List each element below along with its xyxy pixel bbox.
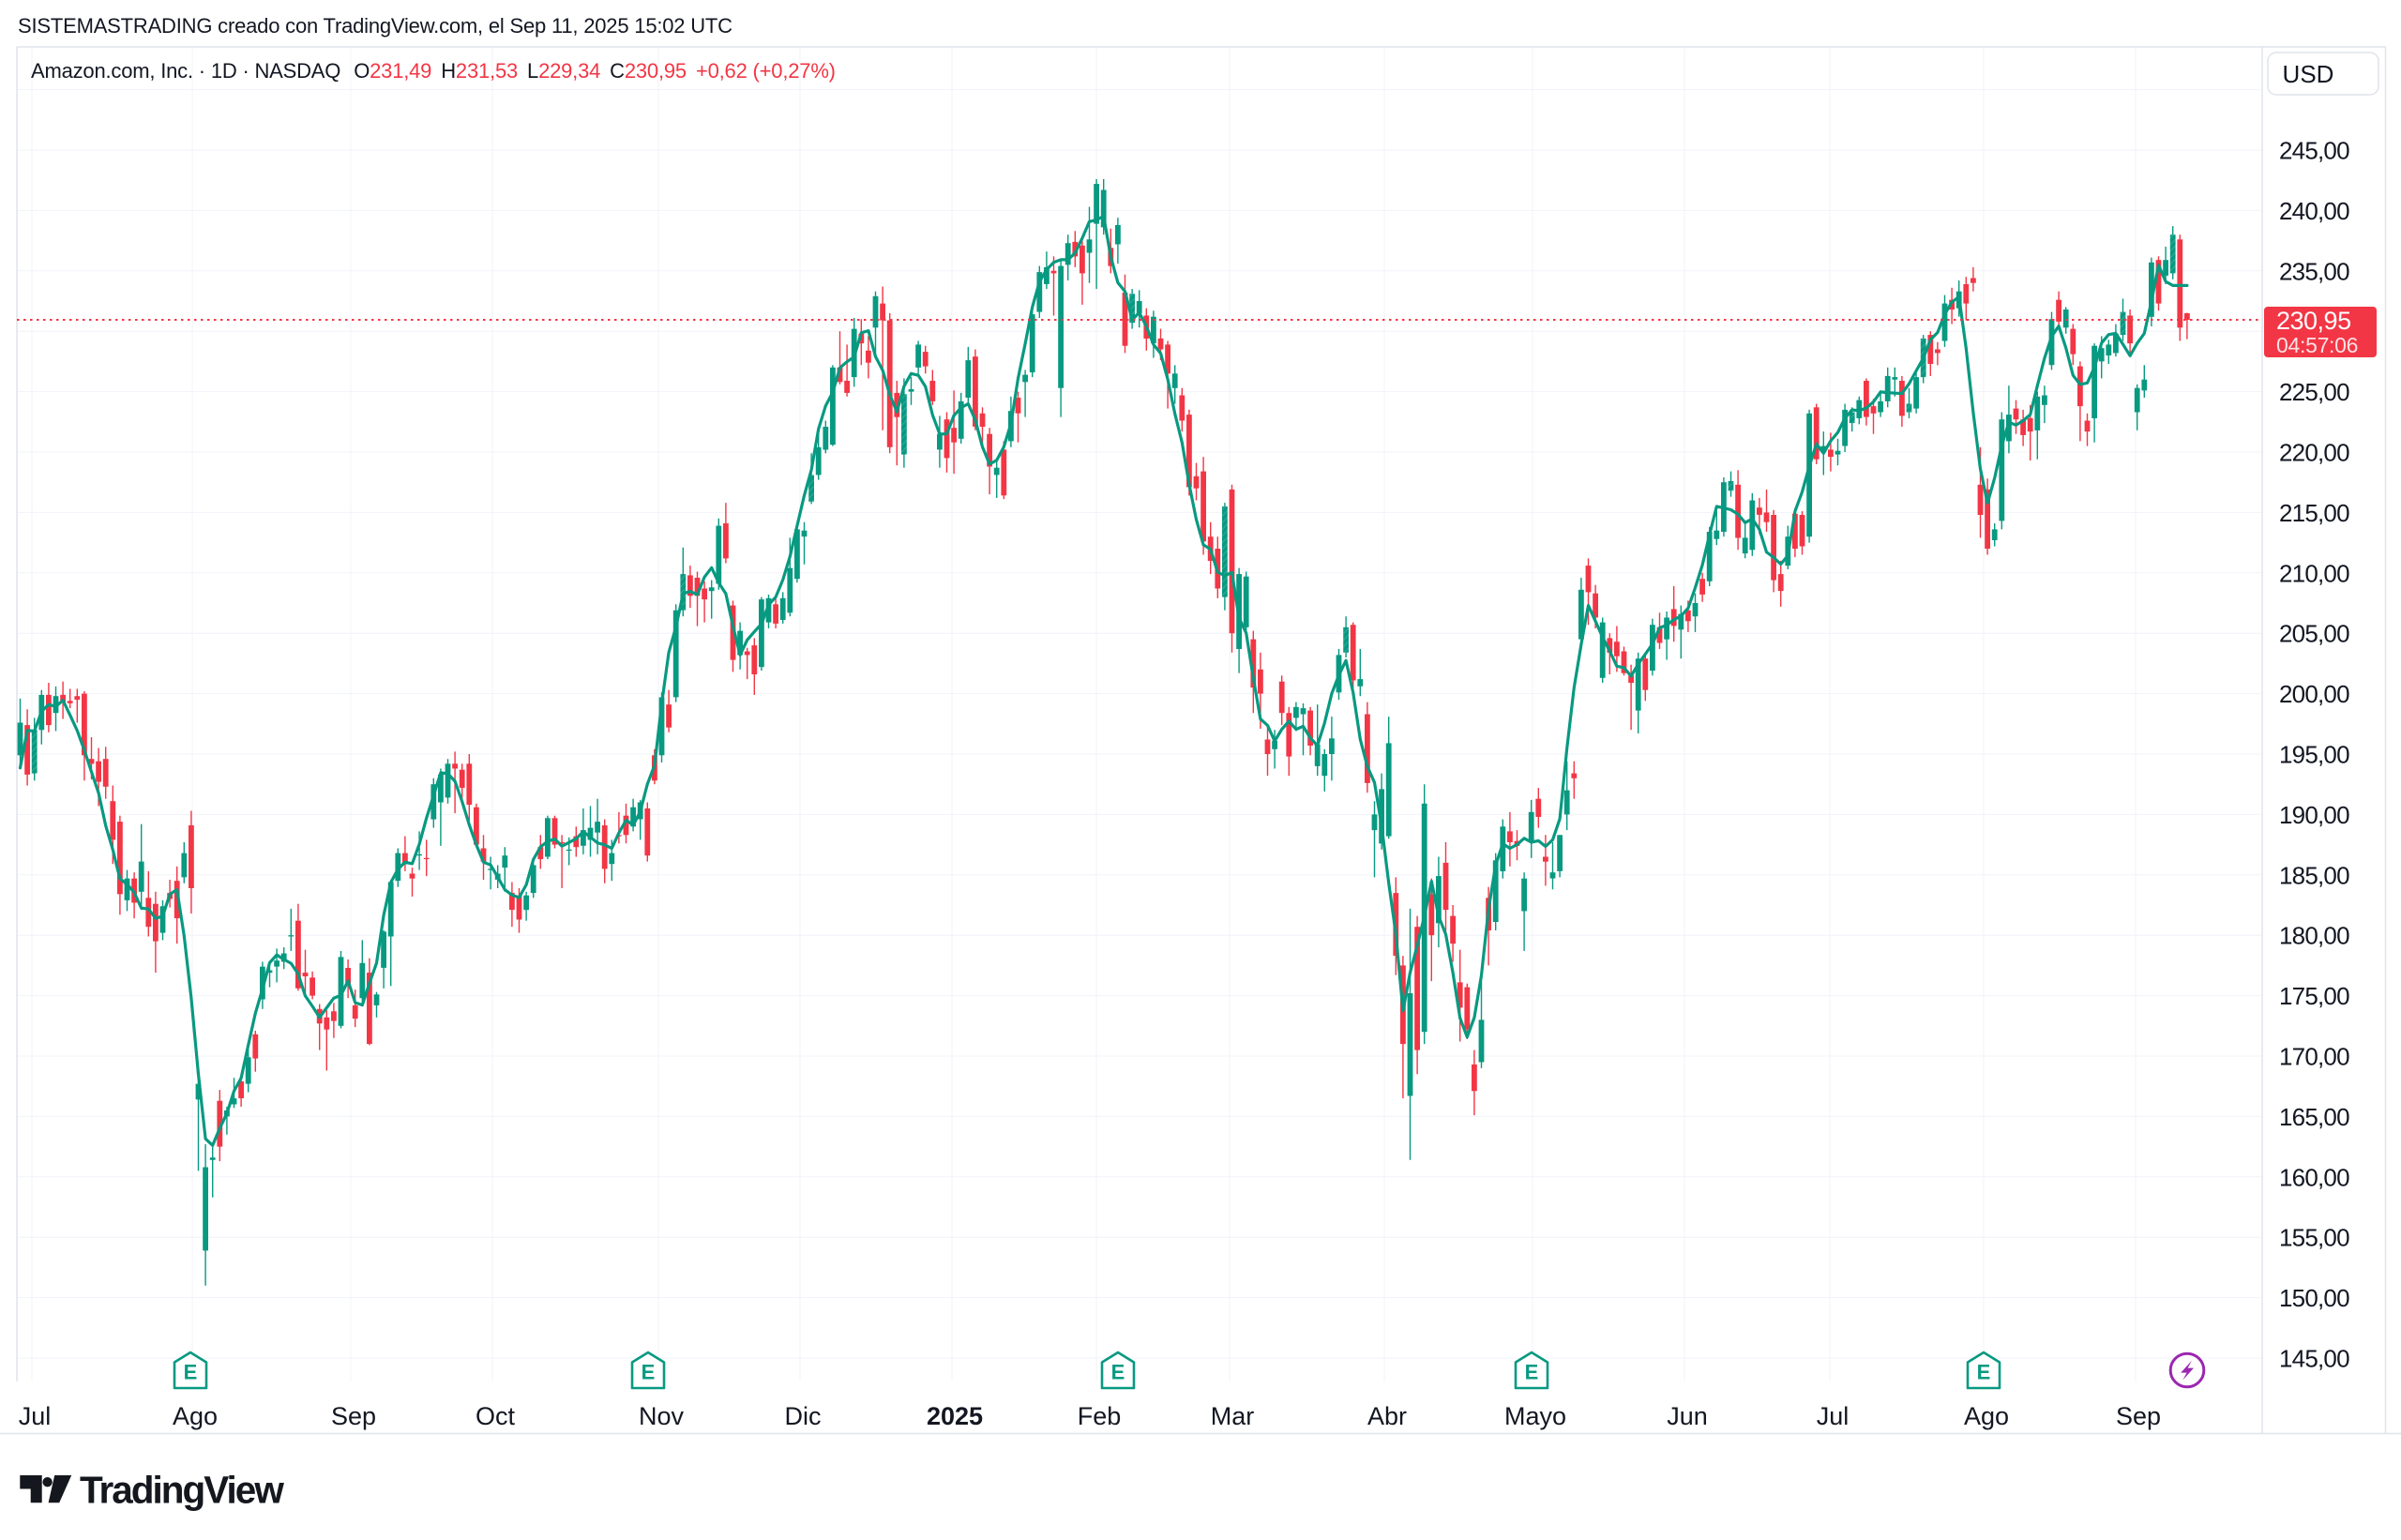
svg-text:Mayo: Mayo [1504,1402,1566,1430]
svg-text:Oct: Oct [476,1402,516,1430]
svg-text:E: E [184,1361,198,1384]
svg-text:240,00: 240,00 [2279,197,2349,225]
svg-text:Mar: Mar [1211,1402,1255,1430]
svg-text:Ago: Ago [173,1402,218,1430]
svg-text:230,95: 230,95 [2276,307,2351,335]
svg-text:04:57:06: 04:57:06 [2276,333,2358,357]
svg-text:Jul: Jul [19,1402,52,1430]
svg-text:205,00: 205,00 [2279,620,2349,648]
svg-text:Jul: Jul [1817,1402,1850,1430]
svg-text:E: E [1977,1361,1991,1384]
svg-text:Feb: Feb [1078,1402,1122,1430]
svg-text:160,00: 160,00 [2279,1163,2349,1191]
svg-text:175,00: 175,00 [2279,982,2349,1010]
svg-text:Dic: Dic [785,1402,822,1430]
svg-text:220,00: 220,00 [2279,439,2349,467]
svg-text:245,00: 245,00 [2279,137,2349,165]
svg-text:190,00: 190,00 [2279,801,2349,829]
svg-text:Sep: Sep [2116,1402,2161,1430]
svg-text:E: E [642,1361,656,1384]
svg-text:210,00: 210,00 [2279,559,2349,587]
svg-text:SISTEMASTRADING creado con Tra: SISTEMASTRADING creado con TradingView.c… [18,14,732,38]
svg-text:215,00: 215,00 [2279,499,2349,527]
svg-text:Sep: Sep [331,1402,376,1430]
svg-text:Abr: Abr [1367,1402,1407,1430]
svg-text:Ago: Ago [1964,1402,2009,1430]
svg-text:185,00: 185,00 [2279,861,2349,889]
svg-text:2025: 2025 [927,1402,983,1430]
svg-text:225,00: 225,00 [2279,378,2349,406]
svg-text:Jun: Jun [1667,1402,1708,1430]
svg-text:180,00: 180,00 [2279,922,2349,950]
svg-text:200,00: 200,00 [2279,680,2349,708]
svg-text:235,00: 235,00 [2279,257,2349,285]
svg-text:170,00: 170,00 [2279,1043,2349,1071]
svg-text:145,00: 145,00 [2279,1345,2349,1373]
svg-text:Nov: Nov [639,1402,685,1430]
svg-text:150,00: 150,00 [2279,1284,2349,1312]
svg-text:TradingView: TradingView [80,1469,284,1512]
svg-text:155,00: 155,00 [2279,1224,2349,1252]
svg-text:195,00: 195,00 [2279,741,2349,769]
svg-text:E: E [1111,1361,1125,1384]
svg-text:E: E [1525,1361,1539,1384]
svg-text:USD: USD [2283,60,2334,88]
svg-text:165,00: 165,00 [2279,1103,2349,1131]
